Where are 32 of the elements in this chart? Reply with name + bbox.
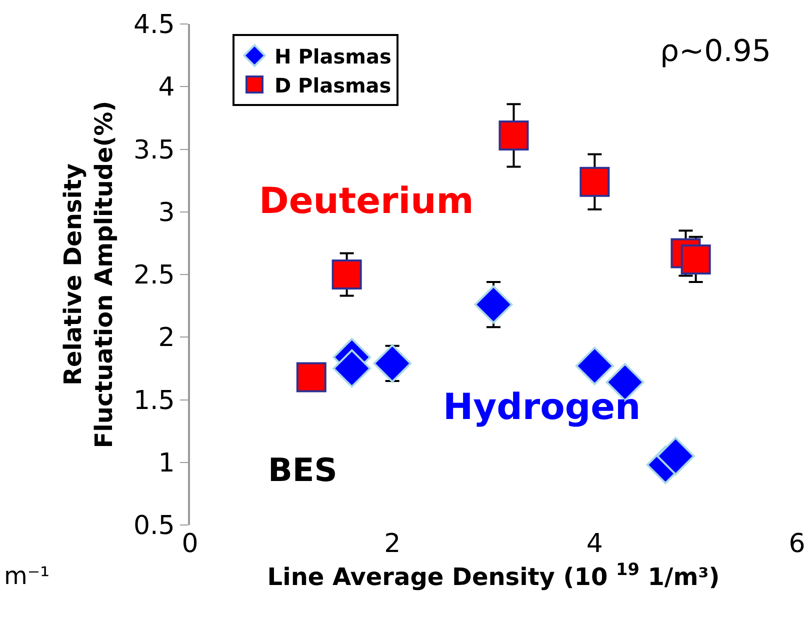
y-axis-title: Relative Density Fluctuation Amplitude(%) [58,100,118,448]
point [474,285,513,324]
x-tick-label: 6 [788,529,806,559]
point [498,120,529,150]
y-tick-label: 2.5 [133,260,175,291]
point [580,166,610,197]
y-tick-label: 0.5 [133,511,175,542]
point [332,349,372,388]
x-tick-label: 0 [182,529,198,559]
annotation: BES [268,451,338,489]
y-tick-label: 3.5 [133,135,175,166]
point [656,436,695,476]
legend-label: H Plasmas [274,44,392,68]
x-axis-title: Line Average Density (10 $^{19}$ 1/m³) [267,559,720,592]
annotation: Deuterium [259,181,474,222]
point [575,346,614,386]
y-tick-label: 1 [158,448,175,478]
annotation: ρ~0.95 [660,34,771,69]
annotation: Hydrogen [443,387,641,428]
y-tick-label: 2 [158,323,175,354]
x-tick-label: 2 [384,529,401,559]
point [332,260,362,290]
y-tick-label: 1.5 [133,386,175,416]
point [680,244,711,274]
point [373,344,412,383]
legend-label: D Plasmas [274,73,392,98]
y-tick-label: 4 [158,72,175,103]
y-tick-label: 4.5 [133,10,175,40]
y-tick-label: 3 [158,198,175,228]
x-tick-label: 4 [586,529,603,559]
point [296,362,326,392]
text: m⁻¹ [4,562,50,590]
